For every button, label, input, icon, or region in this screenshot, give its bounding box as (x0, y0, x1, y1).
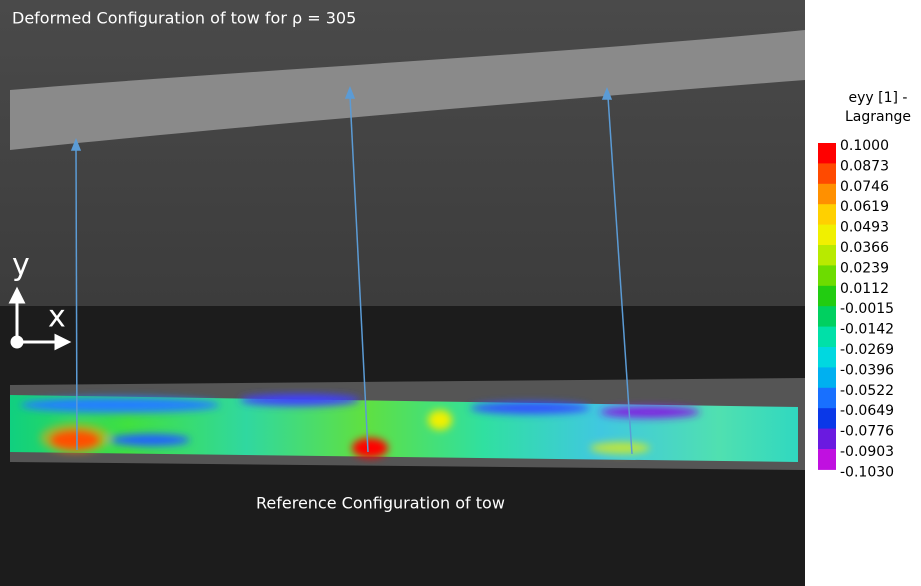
colorbar: 0.1000 0.0873 0.0746 0.0619 0.0493 0.0366 0.02… (818, 138, 894, 480)
colorbar-label: 0.1000 (840, 138, 889, 154)
colorbar-swatch (818, 286, 836, 307)
colorbar-swatch (818, 204, 836, 225)
colorbar-label: -0.1030 (840, 464, 894, 480)
colorbar-label: -0.0142 (840, 322, 894, 338)
colorbar-label: -0.0649 (840, 403, 894, 419)
colorbar-label: 0.0493 (840, 220, 889, 236)
colorbar-swatch (818, 408, 836, 429)
colorbar-swatch (818, 449, 836, 470)
colorbar-swatch (818, 265, 836, 286)
colorbar-swatch (818, 367, 836, 388)
colorbar-label: 0.0873 (840, 158, 889, 174)
colorbar-swatch (818, 163, 836, 184)
page: y x Deformed Configuration of tow for ρ … (0, 0, 921, 586)
bottom-caption: Reference Configuration of tow (256, 494, 505, 513)
colorbar-swatch (818, 347, 836, 368)
colorbar-label: 0.0746 (840, 179, 889, 195)
colorbar-label: -0.0015 (840, 301, 894, 317)
colorbar-label: 0.0366 (840, 240, 889, 256)
axis-y-label: y (12, 248, 30, 283)
colorbar-label: 0.0239 (840, 260, 889, 276)
colorbar-title: Lagrange (845, 109, 911, 125)
colorbar-title: eyy [1] - (849, 90, 908, 106)
colorbar-swatch (818, 306, 836, 327)
colorbar-label: 0.0112 (840, 281, 889, 297)
figure: y x Deformed Configuration of tow for ρ … (0, 0, 921, 586)
colorbar-swatch (818, 429, 836, 450)
colorbar-label: -0.0776 (840, 424, 894, 440)
colorbar-label: -0.0396 (840, 362, 894, 378)
colorbar-swatch (818, 143, 836, 164)
colorbar-label: -0.0903 (840, 444, 894, 460)
colorbar-swatch (818, 245, 836, 266)
colorbar-swatch (818, 327, 836, 348)
colorbar-label: -0.0522 (840, 383, 894, 399)
top-caption: Deformed Configuration of tow for ρ = 30… (12, 9, 356, 28)
colorbar-label: -0.0269 (840, 342, 894, 358)
axis-x-label: x (48, 300, 66, 335)
colorbar-swatch (818, 184, 836, 205)
colorbar-label: 0.0619 (840, 199, 889, 215)
colorbar-swatch (818, 388, 836, 409)
colorbar-swatch (818, 225, 836, 246)
